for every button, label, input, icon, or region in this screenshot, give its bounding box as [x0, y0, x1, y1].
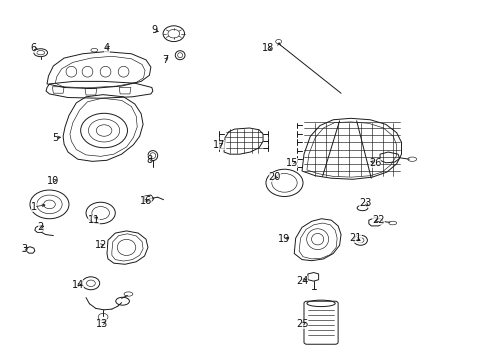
Text: 24: 24	[295, 276, 307, 286]
Text: 5: 5	[52, 133, 58, 143]
Text: 26: 26	[368, 158, 381, 168]
Text: 3: 3	[21, 244, 27, 254]
Text: 15: 15	[285, 158, 298, 168]
Text: 17: 17	[212, 140, 225, 150]
Text: 13: 13	[96, 319, 108, 329]
Text: 1: 1	[31, 202, 37, 212]
Text: 14: 14	[71, 280, 83, 290]
Text: 2: 2	[38, 222, 44, 232]
Text: 25: 25	[295, 319, 307, 329]
Text: 8: 8	[146, 155, 152, 165]
Text: 18: 18	[261, 43, 273, 53]
Text: 16: 16	[140, 196, 152, 206]
Text: 20: 20	[268, 172, 280, 182]
Text: 21: 21	[349, 233, 361, 243]
Text: 6: 6	[31, 43, 37, 53]
Text: 4: 4	[104, 43, 110, 53]
Text: 12: 12	[94, 240, 106, 250]
Text: 11: 11	[88, 215, 100, 225]
Text: 19: 19	[278, 234, 290, 244]
Text: 10: 10	[47, 176, 60, 186]
Text: 7: 7	[162, 55, 168, 65]
Text: 23: 23	[359, 198, 371, 208]
Text: 9: 9	[151, 25, 157, 35]
Text: 22: 22	[371, 215, 384, 225]
